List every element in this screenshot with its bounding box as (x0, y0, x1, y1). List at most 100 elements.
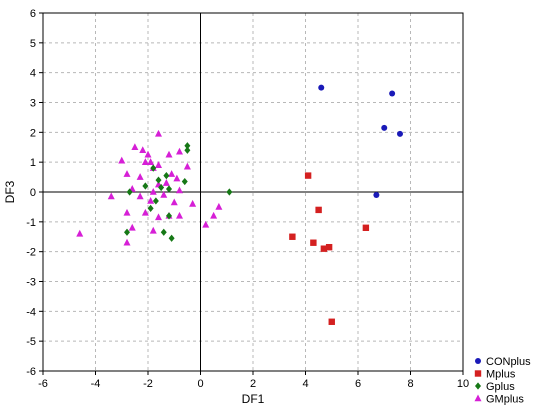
data-point-gmplus (155, 213, 162, 221)
data-point-gmplus (141, 158, 149, 165)
x-tick-label: -4 (91, 378, 101, 390)
data-point-gmplus (136, 173, 144, 180)
data-point-mplus (328, 318, 335, 325)
data-point-mplus (289, 233, 296, 240)
data-point-gmplus (168, 170, 176, 177)
data-point-gmplus (144, 150, 152, 158)
data-point-gmplus (170, 198, 178, 206)
data-point-gplus (155, 176, 162, 184)
data-point-gmplus (176, 186, 183, 194)
data-point-gplus (147, 204, 154, 213)
data-point-gmplus (160, 190, 168, 198)
data-point-gplus (184, 142, 191, 150)
data-point-gmplus (76, 229, 84, 237)
reference-lines (43, 13, 463, 371)
data-point-gmplus (173, 174, 181, 182)
x-tick-label: 8 (407, 378, 413, 390)
series-mplus (289, 172, 370, 325)
x-tick-label: -6 (38, 378, 48, 390)
legend-label: CONplus (486, 356, 531, 368)
grid (43, 13, 463, 371)
x-axis-label: DF1 (242, 392, 265, 406)
data-point-gmplus (165, 150, 173, 158)
data-point-gmplus (123, 238, 131, 246)
y-tick-label: -4 (26, 306, 36, 318)
x-tick-label: 2 (250, 378, 256, 390)
data-point-gplus (150, 164, 157, 172)
data-point-gmplus (149, 188, 157, 195)
data-point-mplus (315, 206, 322, 214)
data-point-gplus (160, 228, 167, 236)
y-axis-ticks: -6 -5 -4 -3 -2 -1 0 1 2 3 4 5 6 (26, 8, 43, 378)
legend-label: Mplus (486, 369, 516, 381)
data-point-mplus (362, 224, 370, 231)
x-tick-label: 6 (355, 378, 361, 390)
data-point-gplus (168, 234, 175, 242)
data-point-gmplus (147, 196, 155, 204)
data-point-gmplus (139, 146, 147, 154)
y-tick-label: 2 (30, 127, 36, 139)
data-point-gmplus (128, 223, 136, 231)
data-point-gmplus (118, 156, 126, 164)
data-point-gplus (163, 171, 170, 180)
y-axis-label: DF3 (3, 180, 17, 203)
data-point-gmplus (147, 158, 155, 165)
legend-marker-conplus (475, 358, 481, 364)
legend-marker-mplus (474, 370, 482, 377)
x-tick-label: 4 (302, 378, 308, 390)
data-point-gplus (166, 212, 172, 220)
data-point-gplus (181, 177, 188, 186)
data-point-gplus (124, 228, 130, 236)
data-point-gmplus (149, 226, 157, 234)
data-point-gmplus (123, 170, 131, 177)
legend-marker-gmplus (474, 394, 482, 402)
y-tick-label: -5 (26, 336, 36, 348)
data-point-gplus (158, 183, 165, 192)
data-point-gplus (142, 182, 149, 190)
data-point-gplus (226, 188, 233, 196)
data-point-gmplus (155, 129, 162, 137)
data-point-mplus (310, 239, 317, 246)
y-tick-label: -3 (26, 277, 36, 289)
x-tick-label: 0 (197, 378, 203, 390)
y-tick-label: 6 (30, 8, 36, 20)
data-point-gmplus (107, 192, 115, 200)
y-tick-label: 0 (30, 187, 36, 199)
y-tick-label: -2 (26, 247, 36, 259)
data-point-gmplus (189, 199, 197, 207)
legend-label: GMplus (486, 394, 524, 406)
legend-label: Gplus (486, 381, 515, 393)
series-gmplus (76, 129, 223, 246)
data-point-conplus (373, 191, 380, 198)
legend-marker-gplus (475, 382, 481, 390)
data-point-mplus (304, 172, 312, 179)
y-tick-label: 4 (30, 68, 36, 80)
data-point-gmplus (202, 220, 210, 228)
data-point-mplus (325, 243, 333, 251)
data-point-gmplus (176, 211, 183, 219)
data-point-gplus (126, 188, 133, 196)
data-point-gmplus (136, 192, 144, 200)
y-tick-label: 1 (30, 157, 36, 169)
data-point-gmplus (215, 202, 223, 210)
data-point-mplus (320, 245, 328, 252)
data-point-conplus (318, 84, 325, 91)
y-tick-label: 3 (30, 98, 36, 110)
x-axis-ticks: -6 -4 -2 0 2 4 6 8 10 (38, 371, 469, 390)
x-tick-label: -2 (143, 378, 153, 390)
data-point-gplus (152, 197, 159, 205)
x-tick-label: 10 (457, 378, 469, 390)
data-point-gmplus (155, 161, 162, 168)
data-point-gplus (166, 185, 172, 193)
data-point-gmplus (141, 208, 149, 216)
data-point-conplus (397, 130, 403, 137)
series-conplus (318, 84, 403, 198)
data-points (76, 84, 403, 325)
data-point-gmplus (123, 208, 131, 216)
y-tick-label: -6 (26, 366, 36, 378)
data-point-gmplus (131, 143, 139, 151)
data-point-gmplus (210, 211, 218, 219)
data-point-conplus (389, 90, 396, 97)
